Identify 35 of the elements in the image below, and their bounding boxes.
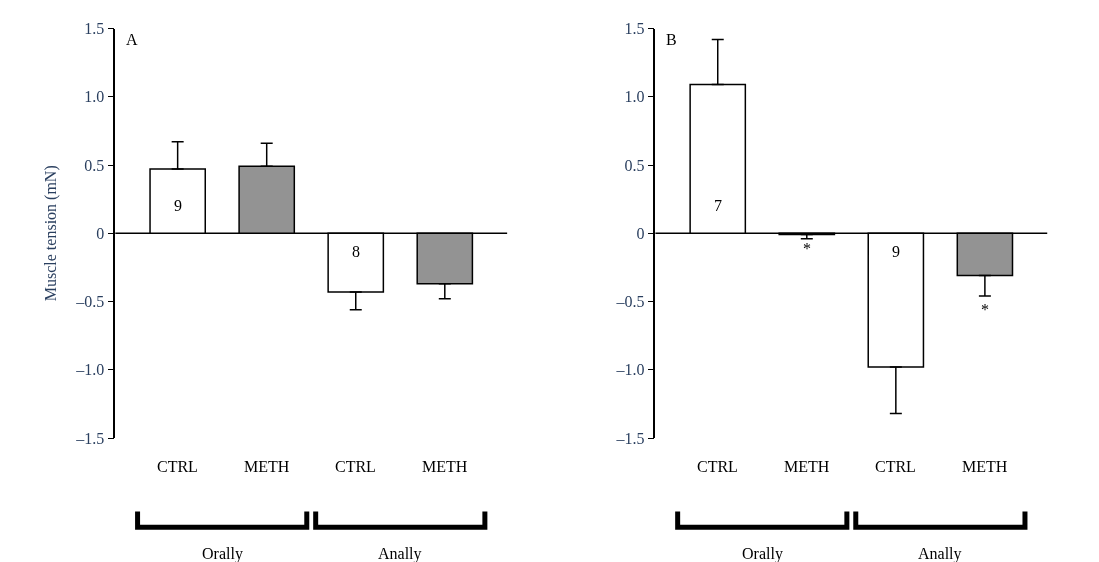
y-tick-label: –1.5 — [75, 429, 105, 447]
x-tick-label: METH — [962, 458, 1008, 475]
annotation: 7 — [714, 197, 722, 214]
y-tick-label: 0.5 — [84, 156, 105, 174]
x-tick-label: METH — [784, 458, 830, 475]
annotation: B — [666, 31, 677, 48]
annotation: * — [981, 301, 989, 318]
y-tick-label: –1.0 — [615, 361, 645, 379]
y-tick-label: 1.0 — [624, 88, 645, 106]
y-tick-label: –1.5 — [615, 429, 645, 447]
y-tick-label: –0.5 — [615, 293, 645, 311]
text: Anally — [378, 545, 422, 562]
x-tick-label: CTRL — [697, 458, 738, 475]
annotation: 8 — [352, 243, 360, 260]
y-tick-label: 0 — [636, 224, 645, 242]
y-axis-title: Muscle tension (mN) — [41, 165, 60, 302]
x-tick-label: CTRL — [157, 458, 198, 475]
x-tick-label: CTRL — [875, 458, 916, 475]
y-tick-label: 1.5 — [624, 20, 645, 38]
text: Anally — [918, 545, 962, 562]
y-tick-label: –0.5 — [75, 293, 105, 311]
annotation: * — [803, 240, 811, 257]
y-tick-label: 0 — [96, 224, 105, 242]
annotation: 9 — [892, 243, 900, 260]
text: Orally — [202, 545, 243, 562]
annotation: 9 — [174, 197, 182, 214]
x-tick-label: METH — [244, 458, 290, 475]
x-tick-label: METH — [422, 458, 468, 475]
y-tick-label: –1.0 — [75, 361, 105, 379]
y-tick-label: 1.5 — [84, 20, 105, 38]
text: Orally — [742, 545, 783, 562]
y-tick-label: 0.5 — [624, 156, 645, 174]
x-tick-label: CTRL — [335, 458, 376, 475]
annotation: A — [126, 31, 138, 48]
y-tick-label: 1.0 — [84, 88, 105, 106]
